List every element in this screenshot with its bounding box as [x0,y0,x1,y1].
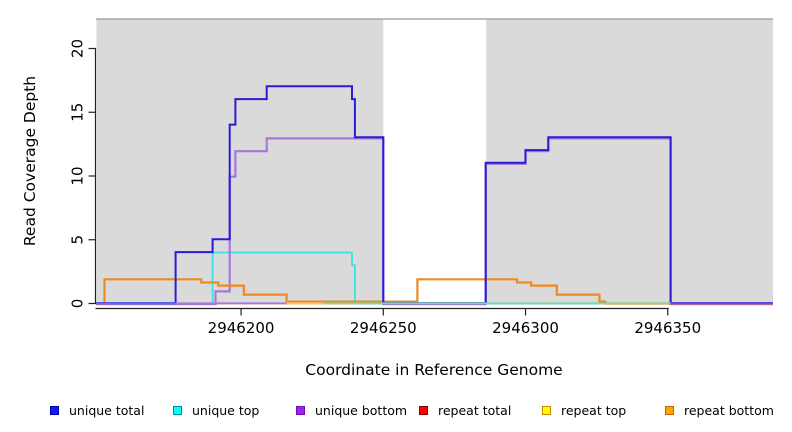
coverage-line-repeat-bottom [96,278,773,305]
legend: unique total unique top unique bottom repea… [50,401,788,419]
legend-label: unique bottom [315,402,408,418]
legend-item-repeat-total: repeat total [419,403,542,418]
legend-label: repeat top [561,402,627,418]
legend-label: unique total [69,402,145,418]
y-tick-label: 5 [69,235,87,245]
x-tick-label: 2946300 [492,319,559,337]
legend-item-unique-bottom: unique bottom [296,403,419,418]
coverage-line-unique-total [96,85,773,305]
x-tick-label: 2946350 [634,319,701,337]
x-tick-label: 2946200 [208,319,275,337]
alignment-block-2 [486,19,773,304]
legend-item-unique-total: unique total [50,403,173,418]
y-axis-title: Read Coverage Depth [21,75,39,247]
y-tick-label: 15 [69,103,87,122]
y-tick-label: 0 [69,299,87,309]
legend-item-repeat-top: repeat top [542,403,665,418]
legend-swatch-repeat-total [419,405,428,415]
legend-swatch-unique-bottom [296,405,305,415]
legend-item-repeat-bottom: repeat bottom [665,403,788,418]
y-tick-label: 10 [69,166,87,185]
alignment-block-1 [96,19,384,304]
legend-item-unique-top: unique top [173,403,296,418]
legend-swatch-repeat-bottom [665,405,674,415]
legend-swatch-unique-top [173,405,182,415]
x-tick-label: 2946250 [350,319,417,337]
legend-label: unique top [192,402,260,418]
x-axis-title: Coordinate in Reference Genome [305,361,563,379]
legend-swatch-unique-total [50,405,59,415]
legend-label: repeat bottom [684,402,774,418]
legend-label: repeat total [438,402,512,418]
legend-swatch-repeat-top [542,405,551,415]
y-tick-label: 20 [69,39,87,58]
coverage-line-unique-top [96,251,773,305]
